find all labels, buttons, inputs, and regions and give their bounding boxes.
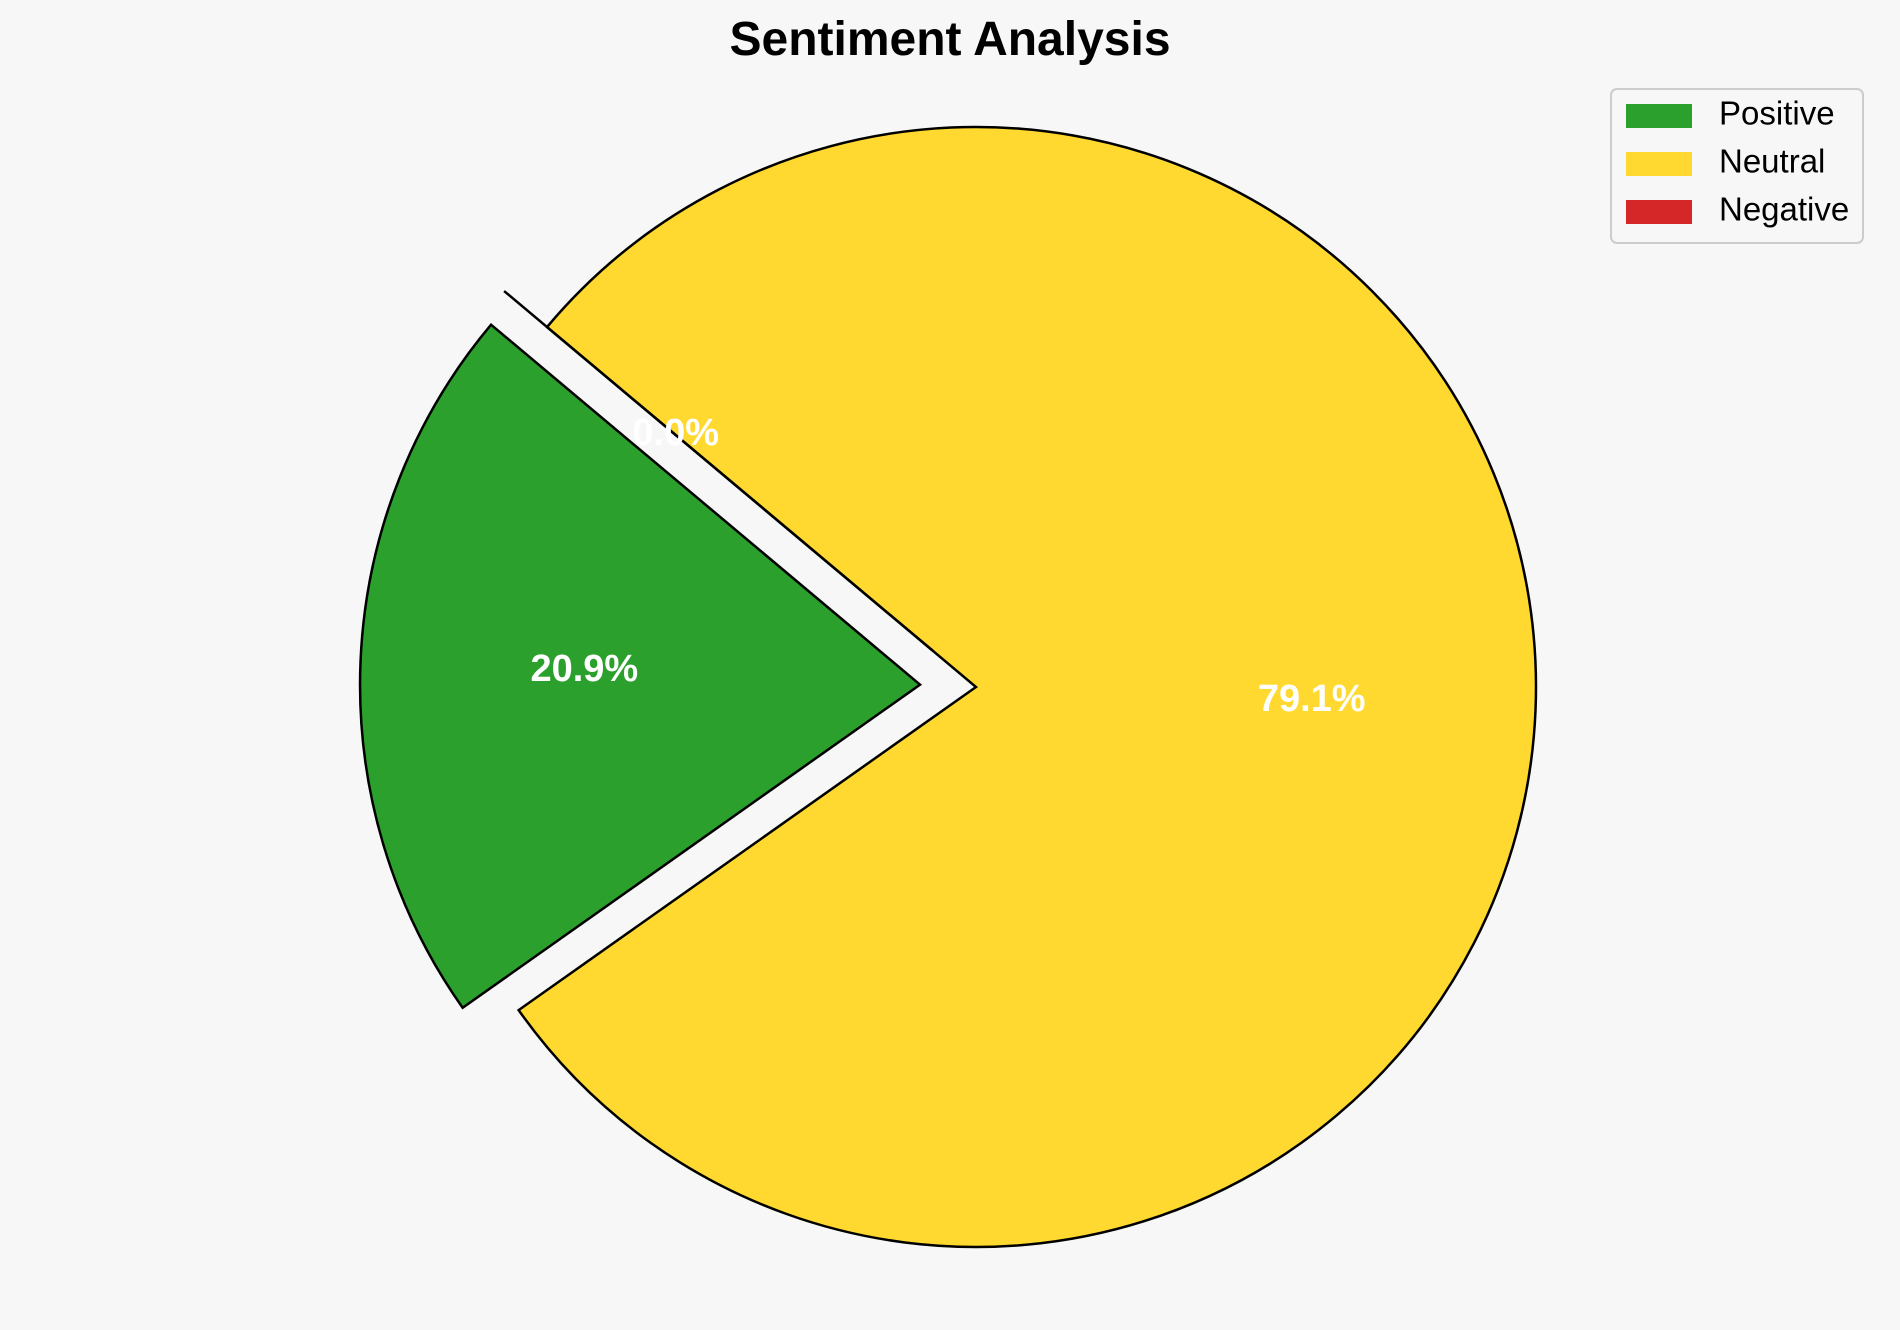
pie-label-negative: 0.0% (632, 412, 719, 454)
legend-label-positive: Positive (1719, 95, 1835, 132)
pie-slice-positive (358, 322, 923, 1010)
legend-label-neutral: Neutral (1719, 143, 1825, 180)
pie-label-positive: 20.9% (530, 648, 638, 690)
legend-swatch-neutral (1626, 152, 1692, 176)
pie-slice-neutral (516, 125, 1538, 1249)
legend: Positive Neutral Negative (1610, 88, 1864, 244)
legend-swatch-negative (1626, 200, 1692, 224)
pie-label-neutral: 79.1% (1258, 678, 1366, 720)
legend-swatch-positive (1626, 104, 1692, 128)
legend-label-negative: Negative (1719, 191, 1849, 228)
pie-labels: 20.9% 79.1% 0.0% (530, 412, 1365, 720)
pie-slices (358, 125, 1538, 1249)
pie-slice-negative (503, 290, 934, 652)
chart-title: Sentiment Analysis (729, 13, 1170, 66)
